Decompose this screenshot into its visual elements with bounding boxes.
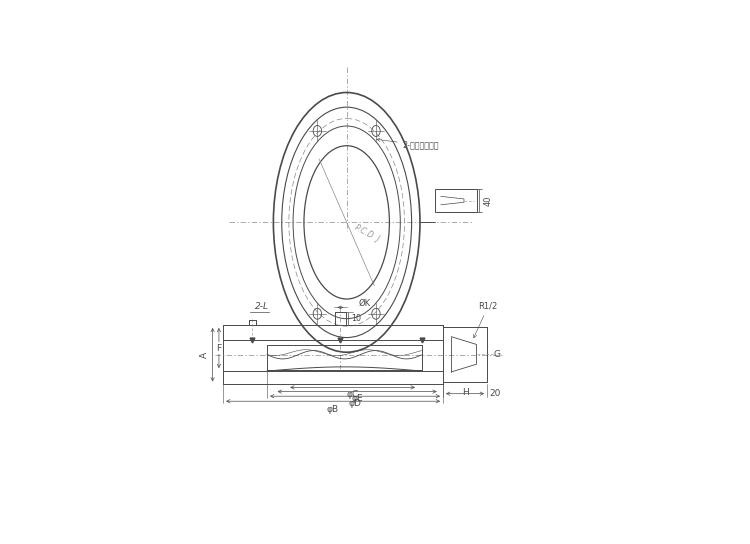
Text: R1/2: R1/2: [473, 301, 498, 338]
Bar: [435, 189, 476, 212]
Text: H: H: [462, 388, 469, 397]
Text: φC: φC: [346, 390, 358, 399]
Text: 20: 20: [489, 389, 500, 398]
Text: 2-L: 2-L: [255, 302, 269, 311]
Text: F: F: [216, 343, 221, 353]
Text: G: G: [494, 350, 500, 359]
Text: ØK: ØK: [358, 299, 371, 308]
Text: φB: φB: [327, 405, 339, 413]
Text: P.C.D  J: P.C.D J: [353, 222, 381, 243]
Text: φD: φD: [349, 399, 361, 407]
Text: φE: φE: [351, 394, 363, 403]
Text: 40: 40: [484, 195, 493, 206]
Text: 10: 10: [351, 314, 361, 323]
Text: A: A: [200, 351, 208, 358]
Text: 2-位置決めピン: 2-位置決めピン: [376, 138, 440, 150]
